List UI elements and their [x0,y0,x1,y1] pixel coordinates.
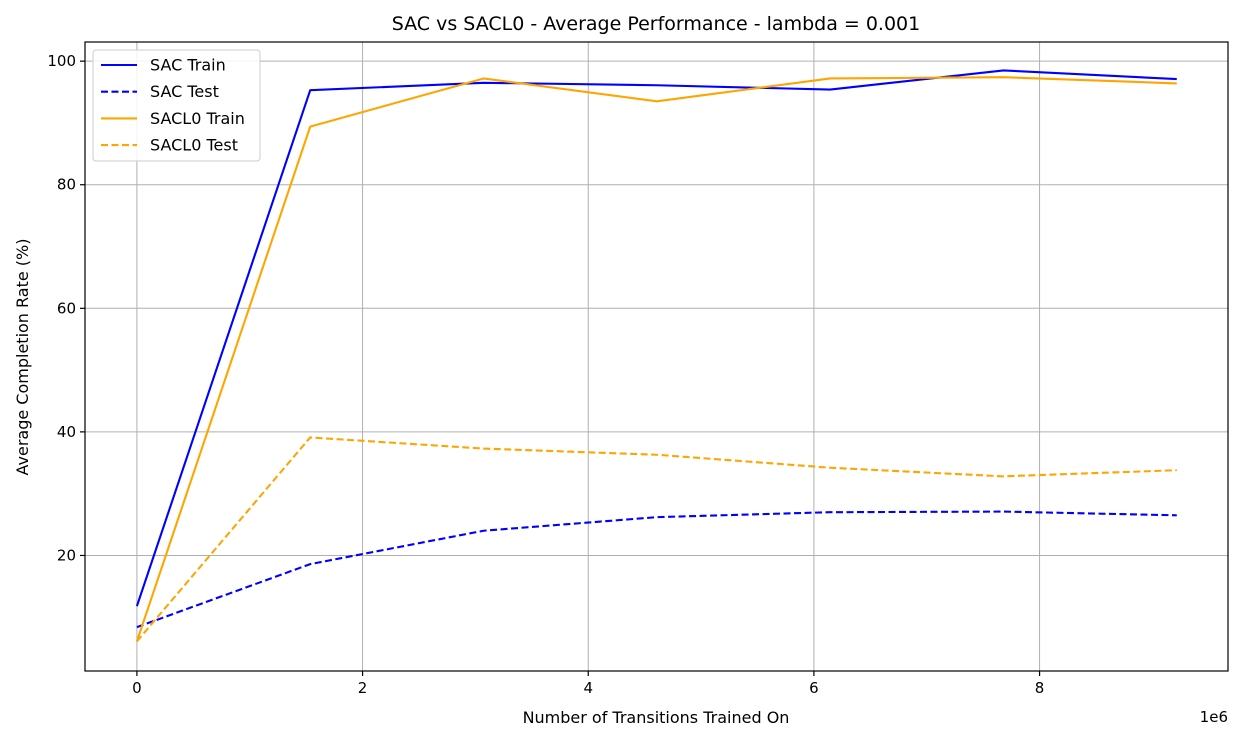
chart-title: SAC vs SACL0 - Average Performance - lam… [392,13,921,35]
y-tick-label: 60 [57,299,76,317]
plot-frame [84,41,1229,672]
plot-lines [135,69,1177,643]
series-line-sacl0-train [135,76,1177,642]
legend-label: SAC Train [150,56,226,75]
legend-label: SACL0 Train [150,109,245,128]
series-line-sac-train [135,69,1177,607]
y-axis-label: Average Completion Rate (%) [13,239,32,476]
legend-label: SAC Test [150,82,219,101]
x-tick-label: 2 [358,679,368,697]
legend-label: SACL0 Test [150,136,238,155]
y-tick-label: 20 [57,546,76,564]
y-tick-label: 100 [47,52,76,70]
x-axis-offset-label: 1e6 [1200,708,1228,726]
grid [85,42,1228,671]
series-line-sac-test [136,510,1177,629]
y-tick-label: 40 [57,423,76,441]
legend-box [92,49,261,162]
x-tick-label: 4 [583,679,593,697]
series-line-sacl0-test [136,436,1177,643]
legend: SAC Train SAC Test SACL0 Train SACL0 Test [92,49,261,162]
y-tick-label: 80 [57,176,76,194]
x-tick-label: 6 [809,679,819,697]
x-axis-label: Number of Transitions Trained On [523,708,790,727]
x-tick-label: 8 [1035,679,1045,697]
axis-ticks: 0 2 4 6 8 20 40 60 80 100 [47,52,1044,697]
x-tick-label: 0 [132,679,142,697]
